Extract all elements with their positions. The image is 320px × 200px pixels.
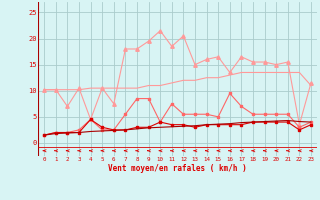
X-axis label: Vent moyen/en rafales ( km/h ): Vent moyen/en rafales ( km/h ) xyxy=(108,164,247,173)
